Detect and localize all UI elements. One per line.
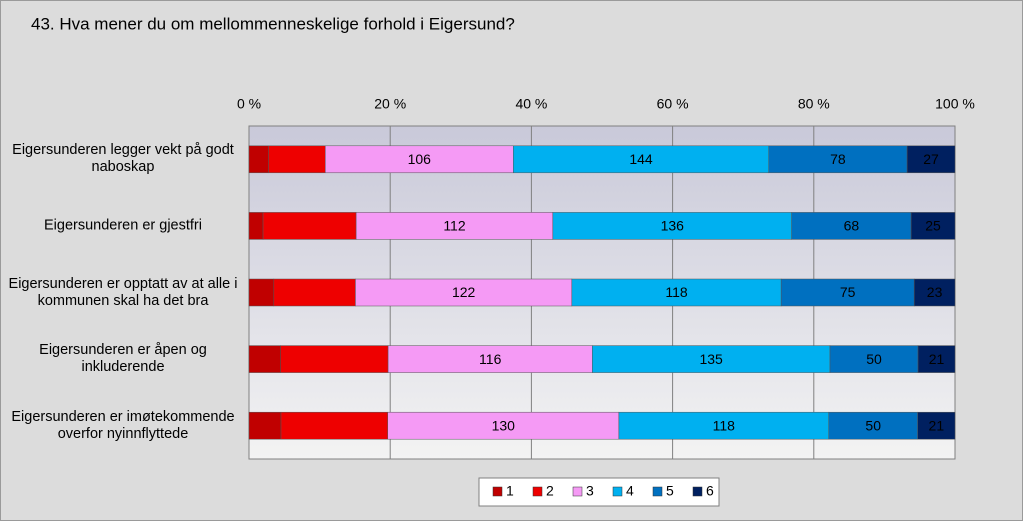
data-label: 21 <box>929 417 945 433</box>
bar-segment <box>248 145 269 174</box>
x-tick-label: 0 % <box>237 96 261 112</box>
legend-swatch <box>572 486 583 497</box>
legend-swatch <box>692 486 703 497</box>
data-label: 136 <box>661 218 685 234</box>
bar-segment <box>913 278 956 307</box>
data-label: 68 <box>844 218 860 234</box>
legend-label: 6 <box>706 483 714 499</box>
data-label: 130 <box>492 417 516 433</box>
bar-segment <box>571 278 782 307</box>
data-label: 78 <box>830 151 846 167</box>
bar-segment <box>248 278 275 307</box>
data-label: 25 <box>925 218 941 234</box>
data-label: 50 <box>866 351 882 367</box>
data-label: 21 <box>929 351 945 367</box>
data-label: 112 <box>443 218 466 234</box>
bar-segment <box>829 345 919 373</box>
data-label: 118 <box>665 284 688 300</box>
data-label: 106 <box>408 151 432 167</box>
x-tick-label: 100 % <box>935 96 975 112</box>
legend-swatch <box>492 486 503 497</box>
bar-segment <box>325 145 514 174</box>
bar-segment <box>355 278 573 307</box>
legend-label: 4 <box>626 483 634 499</box>
legend-swatch <box>532 486 543 497</box>
category-label: Eigersunderen er imøtekommende overfor n… <box>11 408 235 442</box>
data-label: 75 <box>840 284 856 300</box>
bar-segment <box>828 411 918 440</box>
legend-label: 3 <box>586 483 594 499</box>
bar-segment <box>387 345 593 373</box>
bar-segment <box>906 145 956 174</box>
x-tick-label: 60 % <box>657 96 689 112</box>
bar-segment <box>262 212 357 240</box>
data-label: 118 <box>713 417 736 433</box>
bar-segment <box>355 212 554 240</box>
bar-segment <box>513 145 769 174</box>
legend-box <box>478 477 720 507</box>
bar-segment <box>248 411 282 440</box>
bar-segment <box>910 212 956 240</box>
bar-segment <box>268 145 326 174</box>
data-label: 116 <box>479 351 502 367</box>
bar-segment <box>248 212 264 240</box>
data-label: 27 <box>923 151 939 167</box>
data-label: 135 <box>699 351 723 367</box>
chart-title: 43. Hva mener du om mellommenneskelige f… <box>31 14 515 33</box>
bar-segment <box>273 278 356 307</box>
bar-segment <box>768 145 908 174</box>
x-tick-label: 20 % <box>374 96 406 112</box>
x-tick-label: 80 % <box>798 96 830 112</box>
data-label: 144 <box>629 151 653 167</box>
bar-segment <box>248 345 281 373</box>
category-label: Eigersunderen legger vekt på godt nabosk… <box>12 142 234 176</box>
category-label: Eigersunderen er åpen og inkluderende <box>39 342 207 376</box>
x-tick-label: 40 % <box>515 96 547 112</box>
data-label: 50 <box>865 417 881 433</box>
legend-swatch <box>612 486 623 497</box>
legend-label: 2 <box>546 483 554 499</box>
legend-label: 5 <box>666 483 674 499</box>
bar-segment <box>791 212 912 240</box>
bar-segment <box>618 411 829 440</box>
bar-segment <box>917 345 956 373</box>
data-label: 122 <box>452 284 476 300</box>
legend-swatch <box>652 486 663 497</box>
bar-segment <box>917 411 956 440</box>
category-label: Eigersunderen er opptatt av at alle i ko… <box>8 275 238 309</box>
bar-segment <box>780 278 915 307</box>
category-label: Eigersunderen er gjestfri <box>44 217 202 234</box>
bar-segment <box>552 212 792 240</box>
legend-label: 1 <box>506 483 514 499</box>
bar-segment <box>387 411 620 440</box>
data-label: 23 <box>927 284 943 300</box>
bar-segment <box>280 345 389 373</box>
bar-segment <box>280 411 388 440</box>
